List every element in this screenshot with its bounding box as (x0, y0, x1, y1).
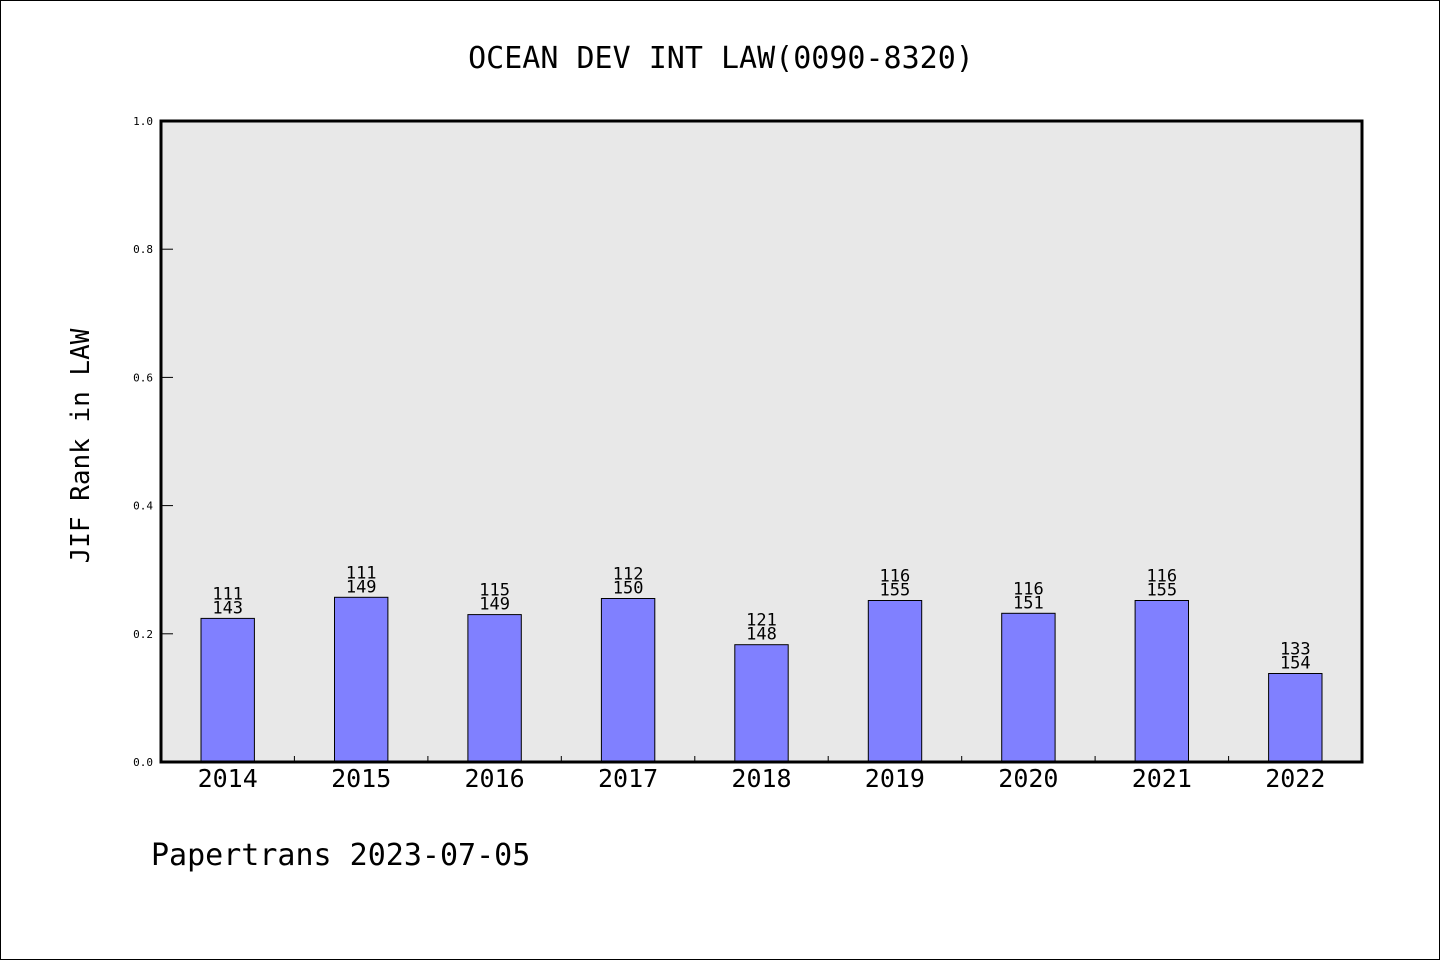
x-tick-label-2022: 2022 (1265, 764, 1325, 793)
data-label-total-2015: 149 (346, 577, 377, 597)
data-label-rank-2017: 112 (613, 565, 644, 585)
x-tick-label-2020: 2020 (998, 764, 1058, 793)
data-label-total-2022: 154 (1280, 654, 1311, 674)
bar-2015 (334, 596, 389, 763)
data-label-total-2020: 151 (1013, 593, 1044, 613)
bar-2019 (867, 600, 923, 763)
data-label-rank-2021: 116 (1146, 567, 1177, 587)
data-label-total-2014: 143 (212, 598, 243, 618)
bar-2018 (734, 644, 789, 763)
x-tick-label-2017: 2017 (598, 764, 658, 793)
data-label-rank-2016: 115 (479, 581, 510, 601)
y-tick-label: 1.0 (133, 115, 153, 128)
y-axis-label: JIF Rank in LAW (66, 328, 96, 563)
data-label-total-2019: 155 (880, 581, 911, 601)
y-tick-label: 0.6 (133, 371, 153, 384)
y-tick-label: 0.8 (133, 243, 153, 256)
chart-title: OCEAN DEV INT LAW(0090-8320) (468, 41, 974, 76)
plot-frame (159, 119, 1364, 764)
data-label-rank-2015: 111 (346, 563, 377, 583)
y-tick-label: 0.2 (133, 628, 153, 641)
bar-2017 (600, 598, 656, 763)
ticks-group: 2014 2015 2016 2017 2018 2019 2020 2021 2022 0.0 0… (133, 115, 1325, 793)
data-label-total-2016: 149 (479, 595, 510, 615)
x-tick-label-2021: 2021 (1132, 764, 1192, 793)
data-label-rank-2020: 116 (1013, 579, 1044, 599)
data-label-rank-2018: 121 (746, 611, 777, 631)
data-label-rank-2022: 133 (1280, 640, 1311, 660)
bar-2022 (1268, 673, 1323, 763)
x-tick-label-2014: 2014 (198, 764, 258, 793)
x-tick-label-2018: 2018 (731, 764, 791, 793)
x-tick-label-2019: 2019 (865, 764, 925, 793)
bar-2016 (467, 614, 522, 763)
x-tick-label-2015: 2015 (331, 764, 391, 793)
bar-2021 (1134, 600, 1189, 763)
data-label-total-2018: 148 (746, 625, 777, 645)
footer-credit: Papertrans 2023-07-05 (151, 838, 530, 873)
data-label-rank-2014: 111 (212, 584, 243, 604)
bar-2020 (1001, 612, 1056, 763)
bar-2014 (200, 617, 255, 763)
data-label-rank-2019: 116 (880, 567, 911, 587)
y-tick-label: 0.0 (133, 756, 153, 769)
data-label-total-2017: 150 (613, 579, 644, 599)
y-tick-label: 0.4 (133, 500, 153, 513)
data-label-total-2021: 155 (1146, 581, 1177, 601)
x-tick-label-2016: 2016 (464, 764, 524, 793)
